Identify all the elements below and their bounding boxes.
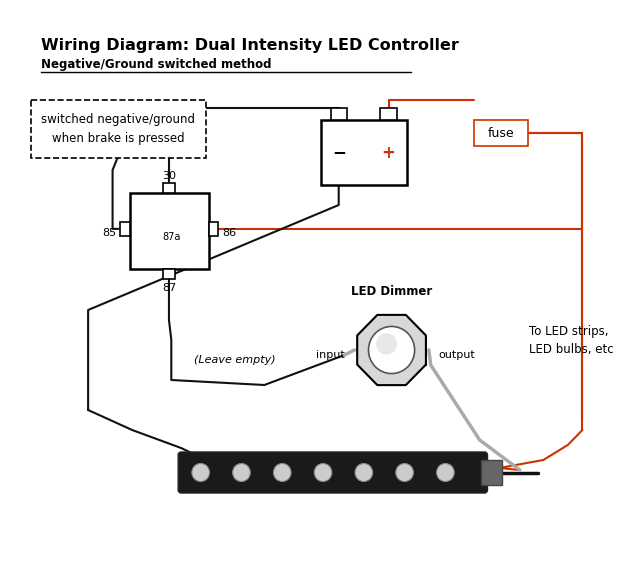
Text: 86: 86 <box>222 228 236 238</box>
Bar <box>380 108 398 120</box>
Polygon shape <box>357 315 426 385</box>
FancyBboxPatch shape <box>178 452 487 493</box>
Text: output: output <box>439 350 475 360</box>
Circle shape <box>314 464 332 481</box>
Bar <box>163 183 175 193</box>
Text: Wiring Diagram: Dual Intensity LED Controller: Wiring Diagram: Dual Intensity LED Contr… <box>41 38 459 53</box>
Text: fuse: fuse <box>487 126 514 139</box>
Circle shape <box>274 464 291 481</box>
Text: 85: 85 <box>102 228 116 238</box>
Bar <box>321 120 407 185</box>
Circle shape <box>437 464 454 481</box>
Bar <box>331 108 346 120</box>
Bar <box>32 100 205 158</box>
Text: switched negative/ground
when brake is pressed: switched negative/ground when brake is p… <box>42 113 195 145</box>
Circle shape <box>233 464 250 481</box>
Bar <box>121 222 130 236</box>
Text: input: input <box>316 350 344 360</box>
Circle shape <box>376 333 397 354</box>
Bar <box>130 193 209 269</box>
Text: 87: 87 <box>162 283 176 293</box>
Text: (Leave empty): (Leave empty) <box>194 355 276 365</box>
Text: 30: 30 <box>162 171 176 181</box>
Bar <box>209 222 218 236</box>
Circle shape <box>368 327 415 374</box>
Text: −: − <box>332 143 346 162</box>
Circle shape <box>355 464 373 481</box>
Bar <box>481 460 502 485</box>
Bar <box>163 269 175 279</box>
Bar <box>474 120 528 146</box>
Circle shape <box>396 464 413 481</box>
Text: LED Dimmer: LED Dimmer <box>351 285 432 298</box>
Text: +: + <box>382 143 396 162</box>
Text: 87a: 87a <box>162 232 181 242</box>
Circle shape <box>192 464 209 481</box>
Text: Negative/Ground switched method: Negative/Ground switched method <box>41 58 272 71</box>
Text: To LED strips,
LED bulbs, etc: To LED strips, LED bulbs, etc <box>528 324 613 356</box>
